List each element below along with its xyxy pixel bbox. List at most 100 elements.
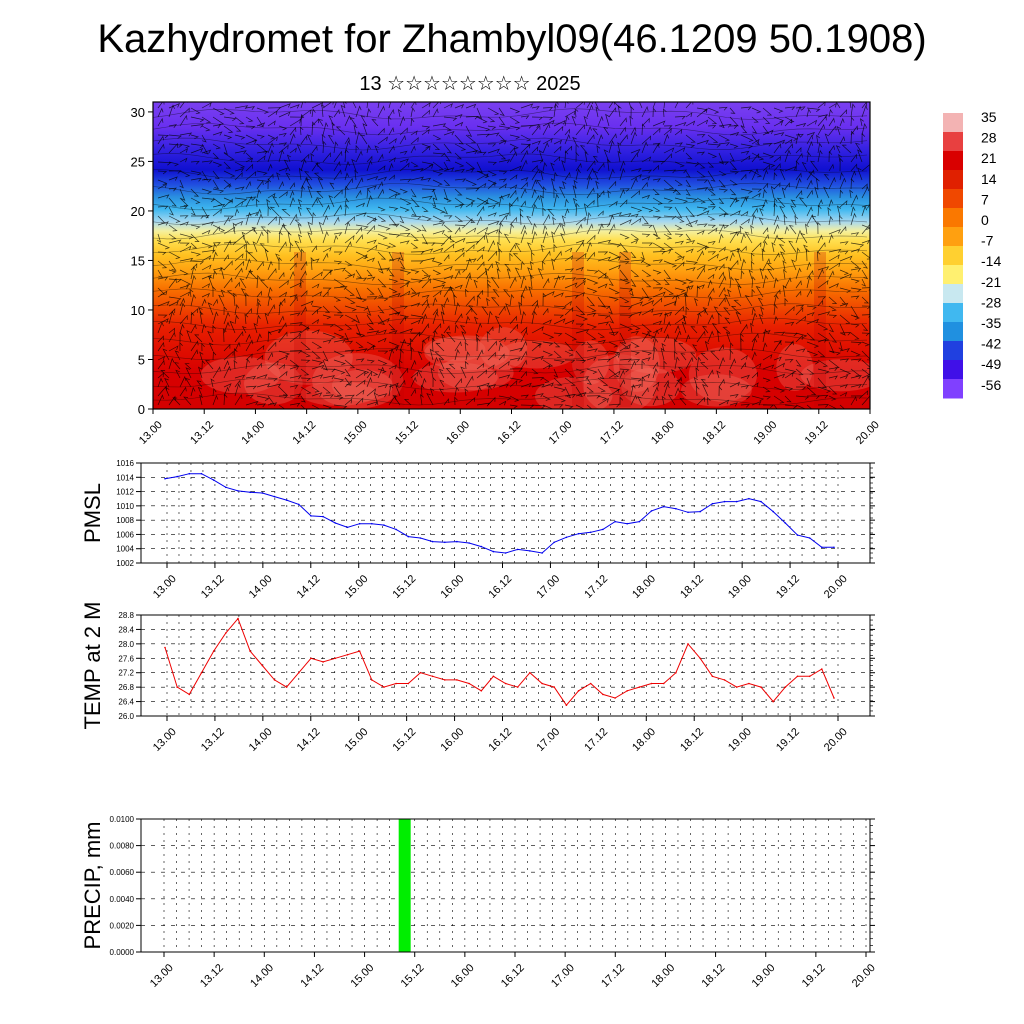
wind-vector <box>740 116 745 129</box>
wind-vector <box>849 189 854 199</box>
dark-streak <box>572 252 584 407</box>
wind-vector <box>421 128 430 136</box>
wind-vector <box>608 287 620 295</box>
wind-vector <box>542 250 551 262</box>
wind-vector <box>762 377 771 383</box>
wind-vector <box>157 301 170 307</box>
wind-vector <box>740 196 748 208</box>
wind-vector <box>850 103 856 118</box>
wind-vector <box>278 132 287 137</box>
wind-vector <box>498 178 507 183</box>
colorbar-label: 14 <box>981 171 997 187</box>
wind-vector <box>278 149 285 163</box>
wind-vector <box>465 116 479 120</box>
wind-vector <box>839 269 849 276</box>
xtick-label: 13.12 <box>199 573 227 601</box>
wind-vector <box>707 266 719 271</box>
wind-vector <box>355 332 366 338</box>
wind-vector <box>542 319 552 325</box>
wind-vector <box>223 328 227 343</box>
wind-vector <box>410 346 415 361</box>
wind-vector <box>783 214 788 226</box>
wind-vector <box>201 359 206 370</box>
wind-vector <box>586 199 595 208</box>
wind-vector <box>718 233 724 244</box>
wind-vector <box>608 403 621 408</box>
wind-vector <box>245 394 254 399</box>
wind-vector <box>157 269 164 278</box>
wind-vector <box>157 251 167 256</box>
wind-vector <box>269 206 280 217</box>
wind-vector <box>586 377 592 385</box>
wind-vector <box>839 332 852 336</box>
wind-vector <box>676 379 687 388</box>
wind-vector <box>399 290 411 298</box>
wind-vector <box>850 130 855 145</box>
wind-vector <box>850 153 858 163</box>
wind-vector <box>696 139 709 145</box>
wind-vector <box>212 251 218 262</box>
wind-vector <box>399 162 410 172</box>
wind-vector <box>285 172 291 181</box>
wind-vector <box>509 276 517 289</box>
wind-vector <box>420 393 424 406</box>
wind-vector <box>465 218 473 226</box>
wind-vector <box>520 310 526 325</box>
wind-vector <box>476 161 483 174</box>
wind-vector <box>839 109 847 118</box>
wind-vector <box>737 284 742 298</box>
ytick-label: 1004 <box>116 545 134 554</box>
data-point <box>833 697 835 699</box>
wind-vector <box>473 279 478 289</box>
wind-vector <box>740 150 750 155</box>
wind-vector <box>553 386 567 393</box>
wind-vector <box>267 110 278 118</box>
wind-vector <box>366 215 378 222</box>
wind-vector <box>861 260 869 269</box>
wind-vector <box>619 278 631 285</box>
wind-vector <box>586 323 597 329</box>
wind-vector <box>311 364 325 370</box>
wind-vector <box>201 249 216 254</box>
wind-vector <box>487 383 497 389</box>
wind-vector <box>539 194 545 208</box>
wind-vector <box>388 269 395 277</box>
wind-vector <box>256 362 263 370</box>
wind-vector <box>244 313 249 325</box>
wind-vector <box>343 102 347 109</box>
data-point <box>760 500 762 503</box>
wind-vector <box>410 292 421 298</box>
wind-vector <box>761 248 766 262</box>
wind-vector <box>179 302 186 316</box>
wind-vector <box>751 207 758 217</box>
wind-vector <box>784 306 795 316</box>
wind-vector <box>373 392 379 406</box>
wind-vector <box>234 243 246 253</box>
wind-vector <box>861 278 867 287</box>
wind-vector <box>300 260 308 271</box>
wind-vector <box>294 219 302 226</box>
wind-vector <box>487 369 497 379</box>
wind-vector <box>333 359 346 366</box>
wind-vector <box>744 231 753 244</box>
wind-vector <box>432 170 443 176</box>
wind-vector <box>685 278 694 284</box>
wind-vector <box>454 224 467 229</box>
wind-vector <box>597 321 610 326</box>
data-point <box>504 682 507 685</box>
wind-vector <box>256 155 266 163</box>
wind-vector <box>652 269 662 275</box>
wind-vector <box>828 262 841 271</box>
wind-vector <box>680 353 687 361</box>
wind-vector <box>690 326 698 334</box>
wind-vector <box>476 369 488 379</box>
wind-vector <box>410 130 418 136</box>
wind-vector <box>377 287 384 298</box>
wind-vector <box>366 314 374 325</box>
wind-vector <box>531 355 544 361</box>
wind-vector <box>223 241 237 246</box>
wind-vector <box>355 269 362 279</box>
wind-vector <box>652 337 659 352</box>
wind-vector <box>344 287 355 296</box>
wind-vector <box>395 385 401 397</box>
